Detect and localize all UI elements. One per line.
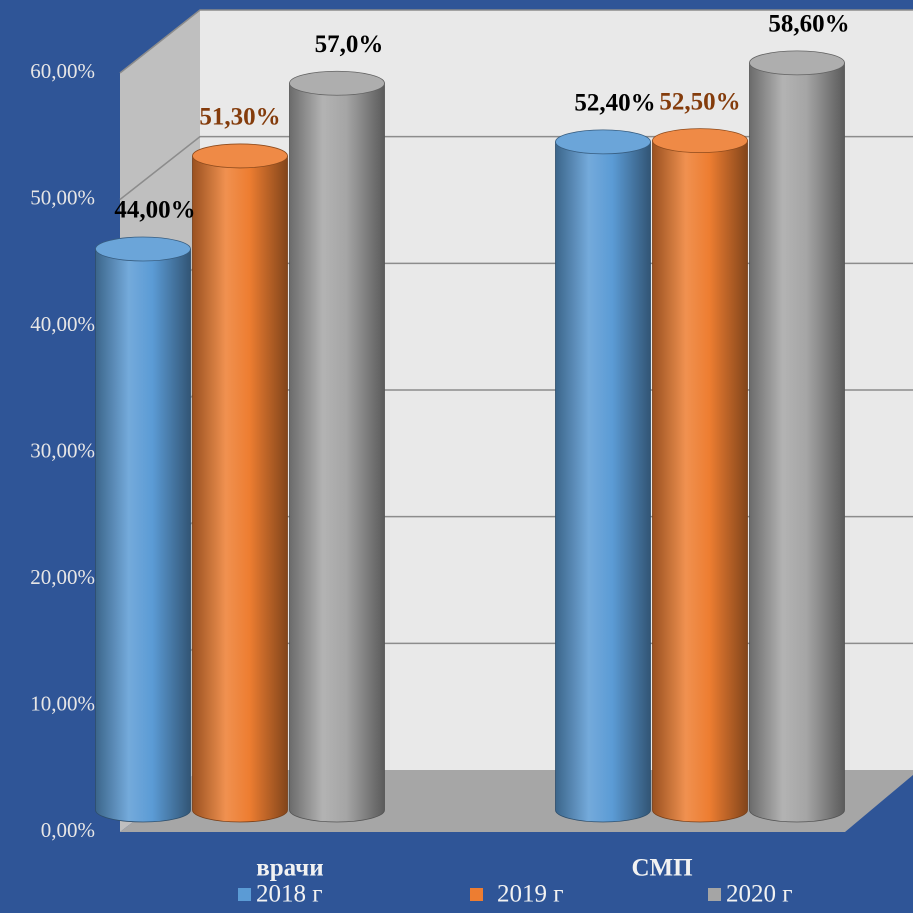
bar-top	[289, 70, 385, 96]
x-tick-label: СМП	[631, 855, 692, 882]
bar-top	[192, 143, 288, 169]
y-tick-label: 60,00%	[30, 59, 95, 83]
y-tick-label: 30,00%	[30, 438, 95, 462]
bar	[749, 62, 845, 823]
bar-top	[555, 129, 651, 155]
legend-swatch	[708, 888, 721, 901]
value-label: 58,60%	[768, 11, 849, 38]
y-tick-label: 40,00%	[30, 312, 95, 336]
x-tick-label: врачи	[256, 855, 323, 882]
y-tick-label: 0,00%	[41, 818, 95, 842]
legend-label: 2019 г	[497, 881, 564, 908]
bar	[95, 248, 191, 823]
bar	[289, 82, 385, 823]
bar	[555, 141, 651, 823]
y-tick-label: 50,00%	[30, 185, 95, 209]
bar-top	[749, 50, 845, 76]
bar	[652, 140, 748, 823]
legend-label: 2018 г	[256, 881, 323, 908]
value-label: 52,40%	[574, 90, 655, 117]
value-label: 52,50%	[659, 88, 740, 115]
legend-swatch	[238, 888, 251, 901]
legend-swatch	[470, 888, 483, 901]
legend-label: 2020 г	[726, 881, 793, 908]
y-tick-label: 10,00%	[30, 691, 95, 715]
bar-top	[95, 236, 191, 262]
value-label: 57,0%	[315, 31, 384, 58]
value-label: 51,30%	[199, 104, 280, 131]
bar	[192, 155, 288, 823]
bar-top	[652, 128, 748, 154]
y-tick-label: 20,00%	[30, 565, 95, 589]
value-label: 44,00%	[114, 197, 195, 224]
grid-line	[119, 9, 913, 74]
